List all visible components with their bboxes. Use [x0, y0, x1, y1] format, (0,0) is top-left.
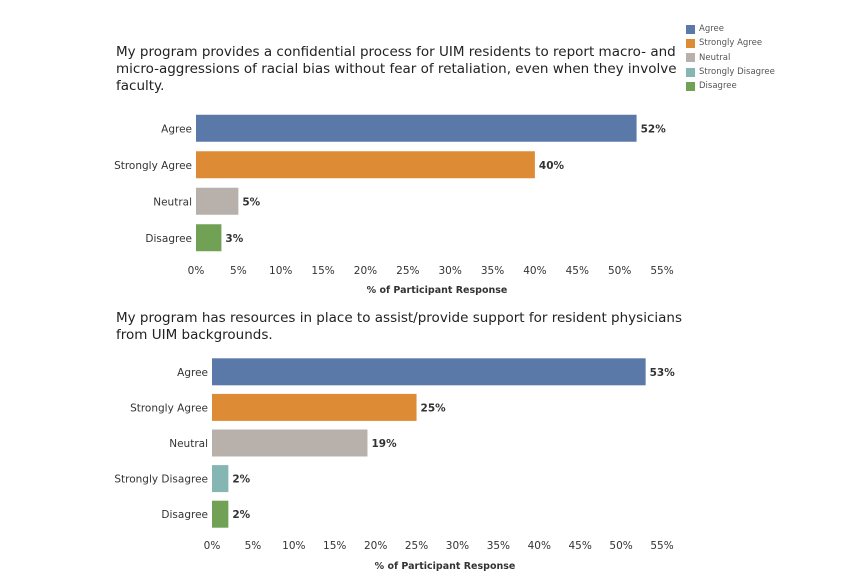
x-tick-label: 55%	[650, 265, 673, 277]
value-label: 53%	[650, 367, 676, 379]
category-label: Strongly Disagree	[114, 474, 208, 486]
legend: Agree Strongly Agree Neutral Strongly Disag…	[686, 22, 775, 93]
x-tick-label: 15%	[323, 540, 346, 552]
category-label: Strongly Agree	[130, 402, 208, 414]
category-label: Disagree	[161, 509, 208, 521]
x-tick-label: 50%	[608, 265, 631, 277]
x-tick-label: 30%	[446, 540, 469, 552]
x-tick-label: 25%	[396, 265, 419, 277]
x-tick-label: 5%	[245, 540, 262, 552]
bar	[212, 429, 368, 457]
legend-swatch	[686, 53, 695, 63]
bar	[196, 224, 222, 252]
x-tick-label: 10%	[282, 540, 305, 552]
x-tick-label: 20%	[354, 265, 377, 277]
bar	[212, 393, 417, 421]
value-label: 40%	[539, 160, 565, 172]
x-tick-label: 20%	[364, 540, 387, 552]
x-tick-label: 45%	[569, 540, 592, 552]
category-label: Agree	[177, 367, 208, 379]
chart-2-title: My program has resources in place to ass…	[116, 310, 682, 343]
legend-swatch	[686, 81, 695, 91]
x-tick-label: 5%	[230, 265, 247, 277]
bar	[212, 465, 229, 493]
value-label: 19%	[371, 438, 397, 450]
legend-item: Agree	[686, 22, 775, 36]
legend-swatch	[686, 67, 695, 77]
legend-label: Strongly Agree	[699, 38, 763, 49]
value-label: 3%	[225, 233, 243, 245]
category-label: Strongly Agree	[114, 160, 192, 172]
x-tick-label: 0%	[204, 540, 221, 552]
x-tick-label: 25%	[405, 540, 428, 552]
bar	[212, 358, 646, 386]
legend-label: Agree	[699, 24, 724, 35]
category-label: Neutral	[169, 438, 208, 450]
bar	[196, 151, 535, 179]
value-label: 2%	[232, 474, 250, 486]
bar	[196, 187, 239, 215]
legend-item: Neutral	[686, 51, 775, 65]
legend-label: Neutral	[699, 52, 731, 63]
x-tick-label: 30%	[439, 265, 462, 277]
category-label: Agree	[161, 123, 192, 135]
x-tick-label: 10%	[269, 265, 292, 277]
category-label: Neutral	[153, 196, 192, 208]
x-tick-label: 40%	[528, 540, 551, 552]
category-label: Disagree	[145, 233, 192, 245]
value-label: 52%	[641, 123, 667, 135]
legend-label: Disagree	[699, 81, 737, 92]
value-label: 25%	[421, 402, 447, 414]
chart-1-title: My program provides a confidential proce…	[116, 44, 677, 94]
legend-item: Strongly Agree	[686, 36, 775, 50]
x-axis-label: % of Participant Response	[367, 285, 508, 296]
x-tick-label: 35%	[487, 540, 510, 552]
legend-swatch	[686, 38, 695, 48]
bar	[196, 114, 637, 142]
x-tick-label: 50%	[609, 540, 632, 552]
x-tick-label: 40%	[523, 265, 546, 277]
value-label: 5%	[242, 196, 260, 208]
x-tick-label: 0%	[188, 265, 205, 277]
bar	[212, 500, 229, 528]
legend-item: Disagree	[686, 79, 775, 93]
x-tick-label: 35%	[481, 265, 504, 277]
x-axis-label: % of Participant Response	[375, 561, 516, 572]
legend-swatch	[686, 24, 695, 34]
x-tick-label: 15%	[311, 265, 334, 277]
x-tick-label: 45%	[566, 265, 589, 277]
x-tick-label: 55%	[650, 540, 673, 552]
legend-item: Strongly Disagree	[686, 65, 775, 79]
legend-label: Strongly Disagree	[699, 67, 775, 78]
value-label: 2%	[232, 509, 250, 521]
